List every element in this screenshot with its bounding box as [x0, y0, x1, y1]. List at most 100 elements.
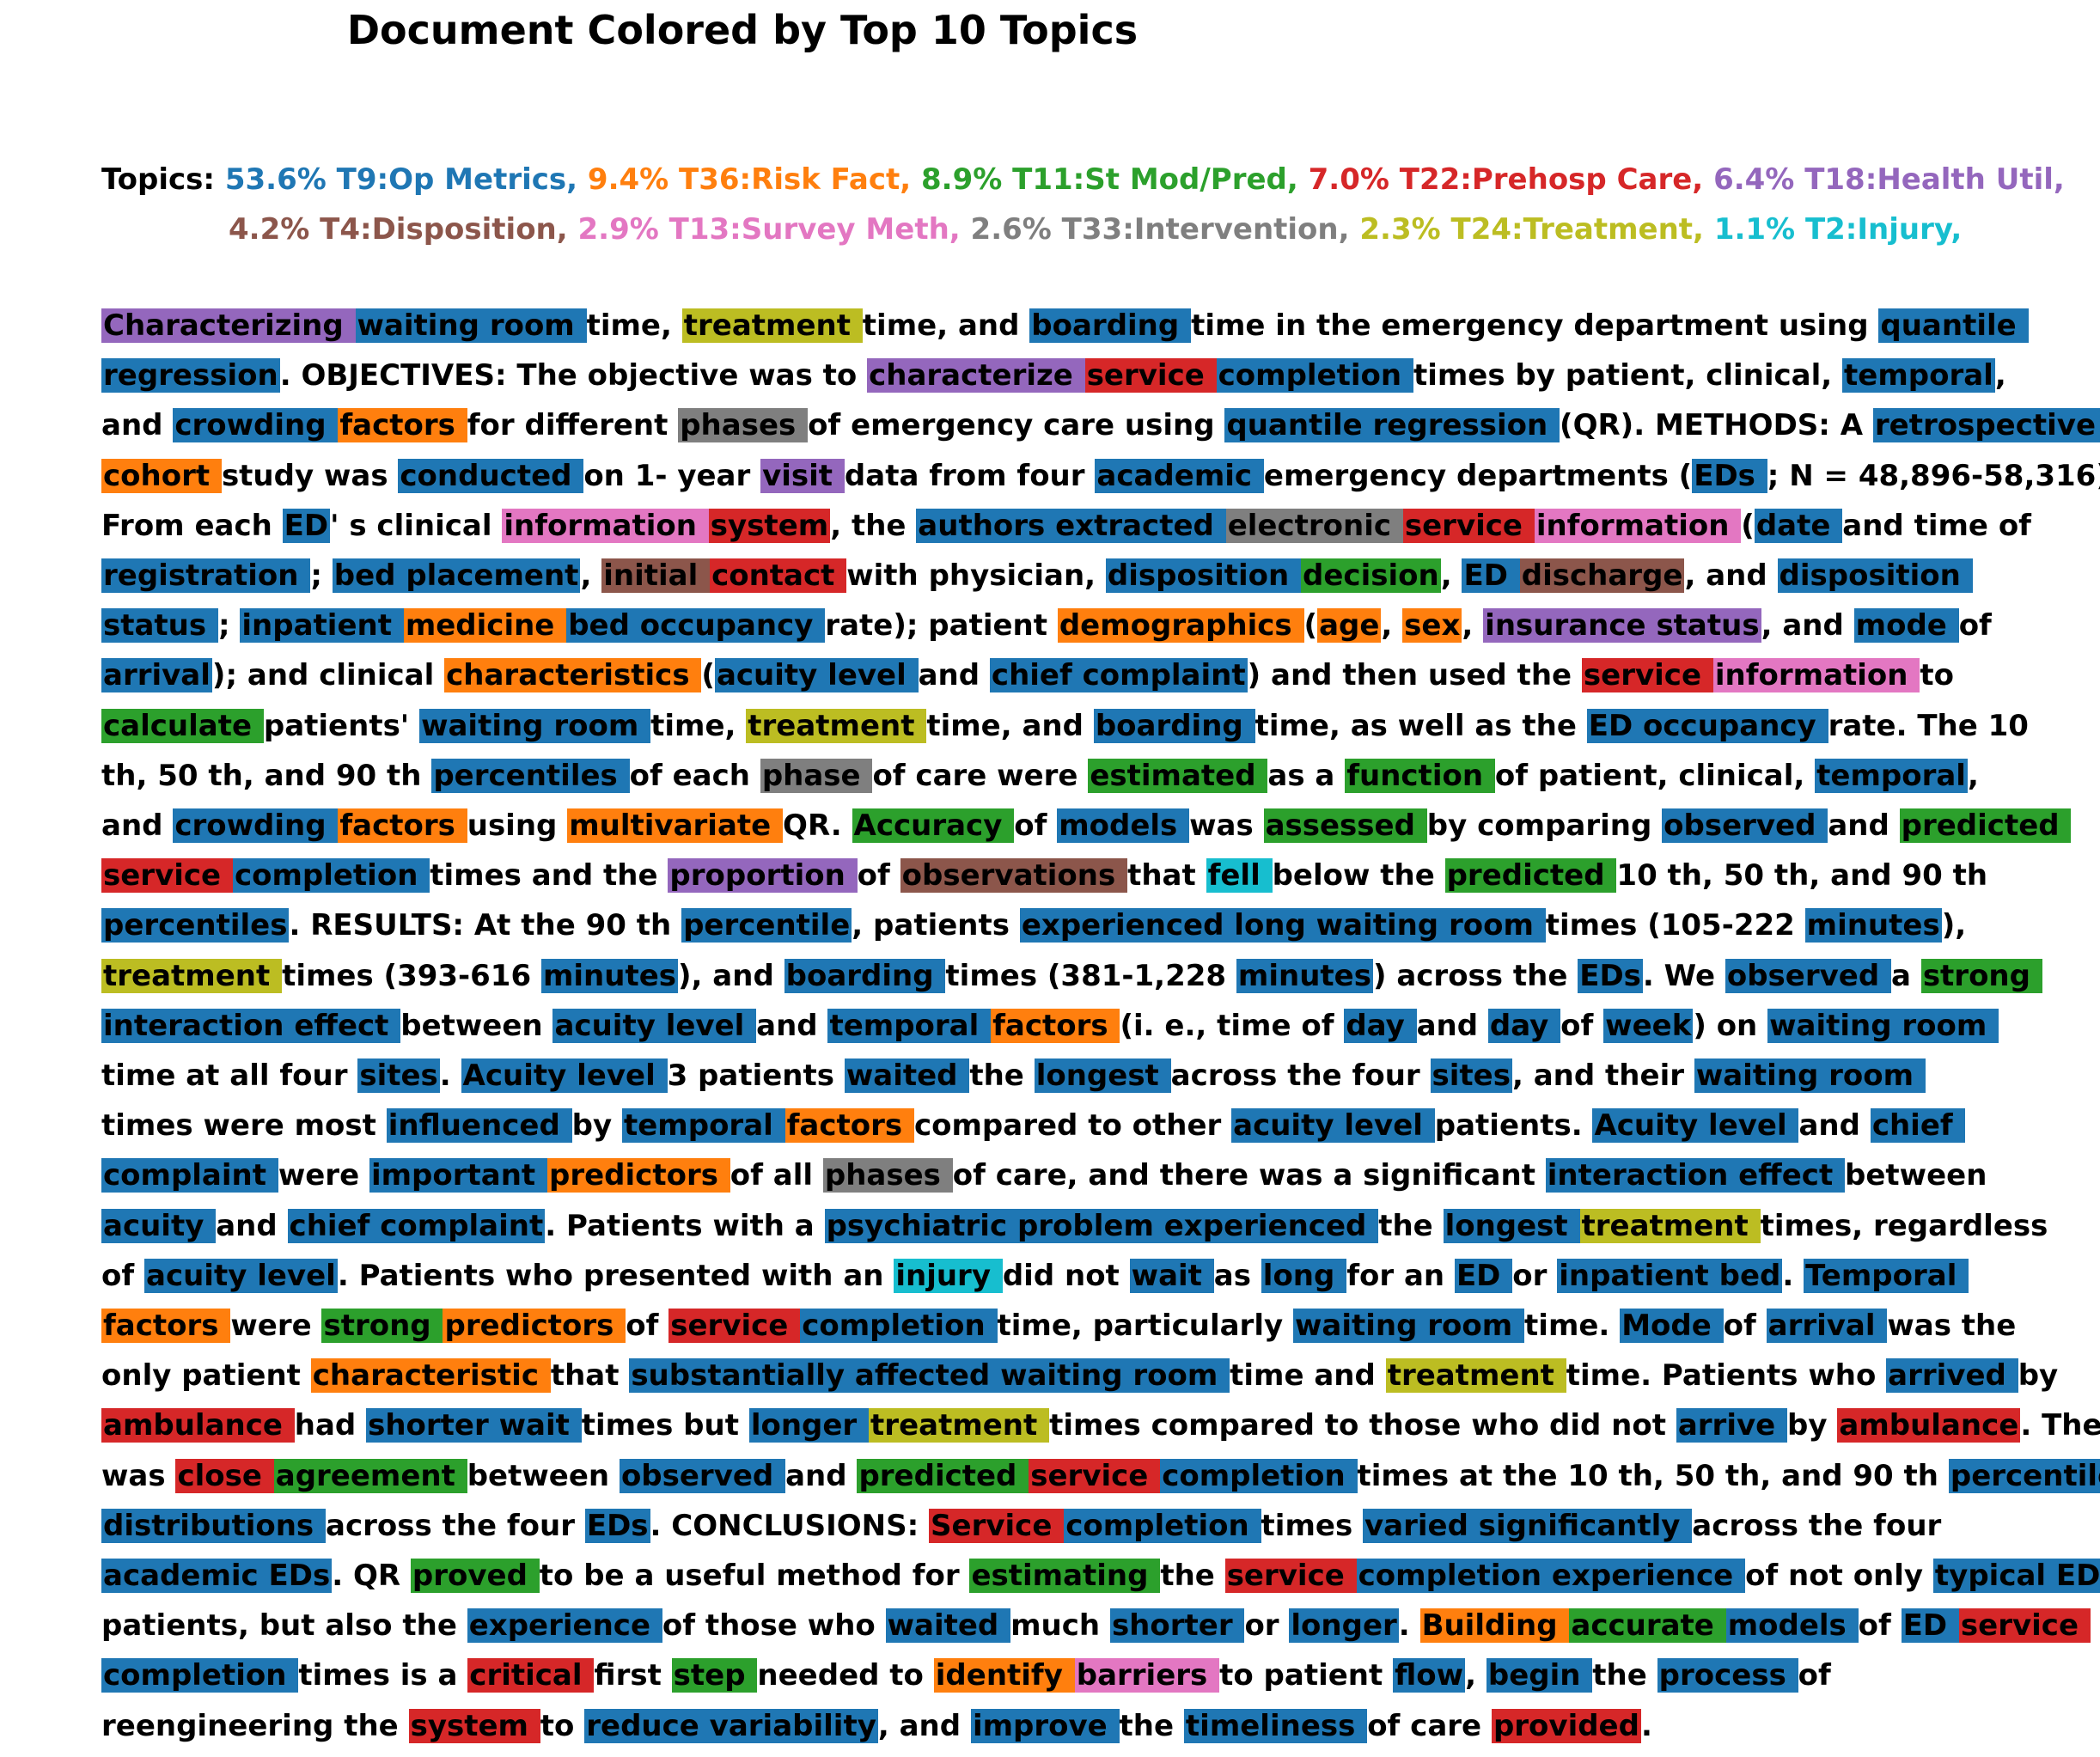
- document-line: calculate patients' waiting room time, t…: [101, 707, 2029, 745]
- document-line: factors were strong predictors of servic…: [101, 1307, 2016, 1345]
- plain-text: ,: [1381, 608, 1403, 644]
- plain-text: the: [1378, 1208, 1444, 1243]
- plain-text: as: [1213, 1258, 1261, 1293]
- topic-highlight: electronic: [1225, 508, 1403, 543]
- topic-highlight: initial: [601, 558, 711, 593]
- plain-text: times (381-1,228: [945, 958, 1236, 993]
- topic-label: 6.4% T18:Health Util,: [1713, 162, 2065, 197]
- topic-highlight: predicted: [857, 1458, 1029, 1493]
- topic-label: 7.0% T22:Prehosp Care,: [1308, 162, 1704, 197]
- plain-text: on 1- year: [583, 458, 761, 493]
- topic-highlight: waiting room: [1694, 1058, 1926, 1093]
- topic-highlight: models: [1725, 1608, 1859, 1644]
- plain-text: of: [1723, 1309, 1767, 1343]
- plain-text: by: [2018, 1358, 2059, 1394]
- document-line: patients, but also the experience of tho…: [101, 1607, 2091, 1644]
- plain-text: only patient: [101, 1358, 311, 1394]
- document-line: reengineering the system to reduce varia…: [101, 1707, 1652, 1745]
- plain-text: , and: [1761, 608, 1854, 644]
- topic-highlight: completion: [1216, 358, 1413, 393]
- topic-highlight: percentile: [681, 908, 852, 943]
- document-line: complaint were important predictors of a…: [101, 1156, 1987, 1194]
- plain-text: to: [540, 1708, 585, 1743]
- topic-highlight: assessed: [1263, 808, 1427, 843]
- plain-text: to be a useful method for: [539, 1559, 970, 1593]
- document-line: completion times is a critical first ste…: [101, 1656, 1831, 1694]
- topic-highlight: phase: [760, 758, 873, 793]
- topic-highlight: discharge: [1519, 558, 1685, 593]
- plain-text: and: [1798, 1108, 1871, 1144]
- topic-highlight: information: [1712, 658, 1920, 693]
- plain-text: of: [626, 1309, 669, 1343]
- plain-text: by: [1787, 1408, 1838, 1443]
- plain-text: for different: [467, 408, 679, 443]
- plain-text: of: [1560, 1008, 1604, 1043]
- topic-highlight: waiting room: [355, 308, 587, 343]
- plain-text: that: [550, 1358, 630, 1394]
- plain-text: ' s clinical: [330, 508, 503, 543]
- topic-highlight: bed placement: [332, 558, 581, 593]
- topic-highlight: information: [1534, 508, 1742, 543]
- plain-text: . Patients who presented with an: [337, 1258, 894, 1293]
- plain-text: to: [1920, 658, 1954, 693]
- plain-text: of those who: [662, 1608, 886, 1644]
- plain-text: that: [1127, 858, 1206, 894]
- topic-highlight: Service: [929, 1508, 1065, 1543]
- topic-highlight: completion: [800, 1309, 998, 1343]
- plain-text: patients.: [1434, 1108, 1593, 1144]
- plain-text: ,: [1440, 558, 1462, 593]
- topic-highlight: contact: [710, 558, 847, 593]
- plain-text: by comparing: [1426, 808, 1663, 843]
- plain-text: ,: [580, 558, 602, 593]
- plain-text: . Patients with a: [545, 1208, 825, 1243]
- document-line: only patient characteristic that substan…: [101, 1357, 2058, 1394]
- topic-highlight: acuity level: [552, 1008, 757, 1043]
- plain-text: between: [1845, 1158, 1987, 1193]
- topic-highlight: Acuity level: [461, 1058, 668, 1093]
- topic-highlight: important: [369, 1158, 548, 1193]
- topic-highlight: regression: [101, 358, 280, 393]
- plain-text: time,: [586, 308, 682, 343]
- plain-text: From each: [101, 508, 283, 543]
- topic-highlight: injury: [894, 1258, 1003, 1293]
- plain-text: ), and: [678, 958, 784, 993]
- topic-highlight: waited: [844, 1058, 970, 1093]
- topic-highlight: wait: [1129, 1258, 1214, 1293]
- plain-text: or: [1512, 1258, 1558, 1293]
- plain-text: the: [1119, 1708, 1184, 1743]
- topic-highlight: waiting room: [419, 708, 651, 743]
- plain-text: time in the emergency department using: [1191, 308, 1879, 343]
- topic-highlight: accurate: [1569, 1608, 1726, 1644]
- plain-text: and: [918, 658, 990, 693]
- topic-label: 1.1% T2:Injury,: [1713, 212, 1963, 247]
- topic-highlight: proportion: [668, 858, 858, 894]
- topic-highlight: interaction effect: [101, 1008, 401, 1043]
- plain-text: . RESULTS: At the 90 th: [289, 908, 682, 943]
- topic-highlight: function: [1345, 758, 1495, 793]
- document-line: From each ED' s clinical information sys…: [101, 507, 2031, 545]
- document-line: cohort study was conducted on 1- year vi…: [101, 457, 2100, 495]
- topic-highlight: mode: [1853, 608, 1959, 644]
- plain-text: (: [1741, 508, 1755, 543]
- topic-highlight: calculate: [101, 708, 264, 743]
- plain-text: QR.: [783, 808, 852, 843]
- page-title: Document Colored by Top 10 Topics: [346, 7, 1139, 53]
- topic-highlight: academic EDs: [101, 1559, 333, 1593]
- topic-highlight: ED: [1462, 558, 1520, 593]
- topic-label: 9.4% T36:Risk Fact,: [587, 162, 912, 197]
- topic-highlight: arrived: [1886, 1358, 2018, 1394]
- topic-highlight: service: [668, 1309, 801, 1343]
- topic-highlight: observations: [900, 858, 1128, 894]
- plain-text: times were most: [101, 1108, 387, 1144]
- document-line: treatment times (393-616 minutes), and b…: [101, 957, 2042, 995]
- topic-highlight: provided: [1491, 1708, 1641, 1743]
- plain-text: of: [1014, 808, 1058, 843]
- plain-text: as a: [1267, 758, 1346, 793]
- topic-highlight: factors: [991, 1008, 1120, 1043]
- plain-text: first: [594, 1658, 672, 1693]
- topic-highlight: completion: [232, 858, 430, 894]
- plain-text: the: [1160, 1559, 1225, 1593]
- topic-highlight: service: [1029, 1458, 1161, 1493]
- plain-text: compared to other: [913, 1108, 1232, 1144]
- topic-highlight: begin: [1486, 1658, 1593, 1693]
